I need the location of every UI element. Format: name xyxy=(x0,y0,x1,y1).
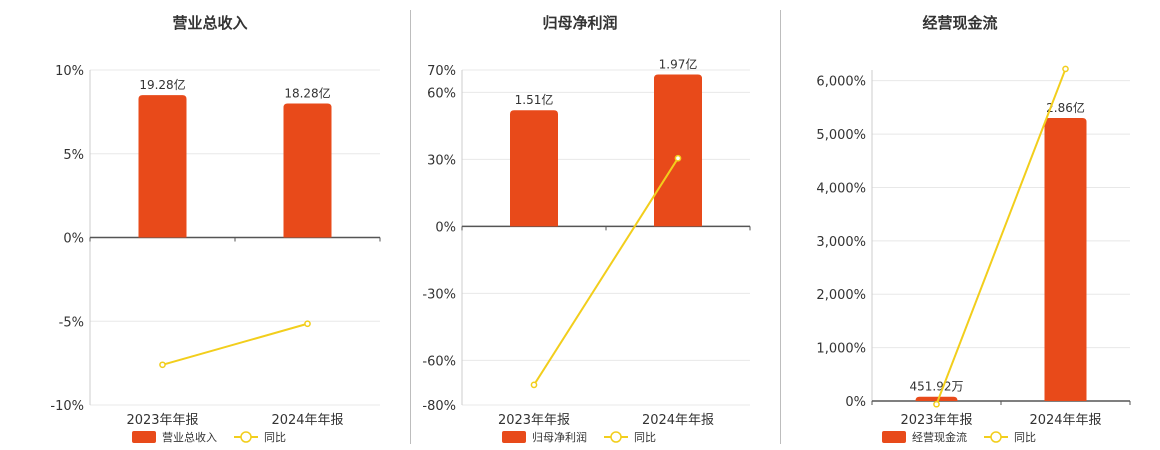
y-tick-label: 0% xyxy=(845,395,866,410)
legend-line-marker xyxy=(610,431,622,443)
panel-divider-1 xyxy=(410,10,411,444)
legend-line-marker xyxy=(240,431,252,443)
yoy-point xyxy=(1062,65,1069,73)
y-tick-label: 2,000% xyxy=(816,288,866,303)
y-tick-label: 4,000% xyxy=(816,181,866,196)
yoy-line xyxy=(533,157,679,386)
yoy-point xyxy=(159,361,166,369)
y-tick-label: -10% xyxy=(50,399,84,414)
yoy-line xyxy=(162,322,308,366)
chart-operating-cashflow: 经营现金流 6,000% 5,000% 4,000% 3,000% 2,000% 1,000… xyxy=(816,14,1131,444)
bar xyxy=(915,396,958,401)
legend-bar-label: 经营现金流 xyxy=(912,430,967,444)
yoy-point xyxy=(530,381,538,389)
y-tick-label: 1,000% xyxy=(816,342,866,357)
bar-data-label: 2.86亿 xyxy=(1046,100,1085,115)
x-tick-label: 2023年年报 xyxy=(498,413,570,428)
y-tick-label: 3,000% xyxy=(816,235,866,250)
bar-data-label: 18.28亿 xyxy=(284,86,330,101)
bar xyxy=(138,95,187,238)
legend-bar-label: 营业总收入 xyxy=(162,430,217,444)
y-tick-label: -80% xyxy=(422,399,456,414)
yoy-point xyxy=(933,400,940,408)
y-tick-label: 0% xyxy=(435,220,456,235)
x-tick-label: 2024年年报 xyxy=(1029,413,1101,428)
bar-data-label: 1.51亿 xyxy=(515,92,554,107)
yoy-line xyxy=(935,68,1067,405)
legend-line-label: 同比 xyxy=(1014,431,1036,444)
y-tick-label: -60% xyxy=(422,354,456,369)
x-tick-label: 2024年年报 xyxy=(642,413,714,428)
bar xyxy=(654,74,702,227)
bar-data-label: 451.92万 xyxy=(910,380,964,394)
legend-bar-swatch xyxy=(882,431,906,443)
y-tick-label: 6,000% xyxy=(816,75,866,90)
x-tick-label: 2023年年报 xyxy=(900,413,972,428)
chart-title: 归母净利润 xyxy=(542,14,617,32)
y-tick-label: 10% xyxy=(55,64,84,79)
bar xyxy=(283,103,332,238)
bar xyxy=(1044,118,1087,401)
yoy-point xyxy=(304,320,311,328)
legend-bar-label: 归母净利润 xyxy=(532,430,587,444)
chart-title: 经营现金流 xyxy=(922,14,997,32)
panel-divider-2 xyxy=(780,10,781,444)
bar-data-label: 1.97亿 xyxy=(659,56,698,71)
bar xyxy=(510,110,558,227)
y-tick-label: 0% xyxy=(63,232,84,247)
legend-line-marker xyxy=(990,431,1002,443)
y-tick-label: 70% xyxy=(427,64,456,79)
y-tick-label: 5,000% xyxy=(816,128,866,143)
y-tick-label: 5% xyxy=(63,148,84,163)
legend-bar-swatch xyxy=(502,431,526,443)
y-tick-label: -5% xyxy=(59,315,84,330)
yoy-point xyxy=(674,154,682,162)
chart-net-profit: 归母净利润 70% 60% 30% 0% -30% -60% -80% 1.51亿 1.97亿 20… xyxy=(422,14,751,444)
legend-line-label: 同比 xyxy=(264,431,286,444)
chart-revenue: 营业总收入 10% 5% 0% -5% -10% 19.28亿 18.28亿 2023年年报 20… xyxy=(50,14,381,444)
y-tick-label: -30% xyxy=(422,287,456,302)
x-tick-label: 2024年年报 xyxy=(271,413,343,428)
y-tick-label: 30% xyxy=(427,153,456,168)
chart-title: 营业总收入 xyxy=(172,14,247,32)
bar-data-label: 19.28亿 xyxy=(139,77,185,92)
x-tick-label: 2023年年报 xyxy=(126,413,198,428)
legend-bar-swatch xyxy=(132,431,156,443)
legend-line-label: 同比 xyxy=(634,431,656,444)
y-tick-label: 60% xyxy=(427,86,456,101)
